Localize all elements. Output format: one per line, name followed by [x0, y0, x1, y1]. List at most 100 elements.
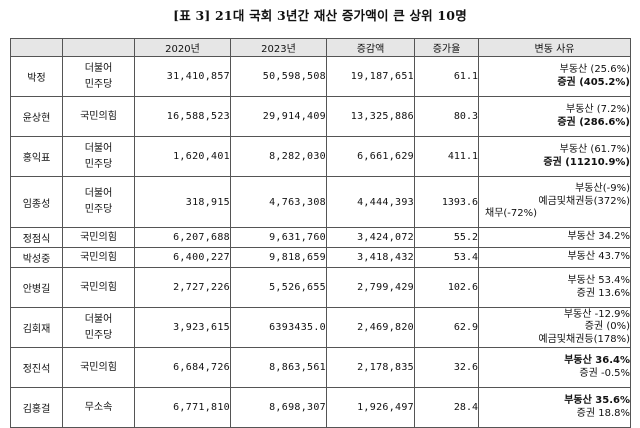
header-cell-name [10, 38, 63, 57]
member-name: 김홍걸 [10, 387, 63, 428]
party-line: 더불어 [84, 62, 113, 74]
assets-2023: 29,914,409 [230, 96, 327, 137]
reason-line: 부동산(-9%) [575, 183, 630, 195]
assets-2023: 8,698,307 [230, 387, 327, 428]
change-reason: 부동산 36.4% 증권 -0.5% [478, 347, 631, 388]
increase-rate: 102.6 [414, 267, 479, 308]
change-reason: 부동산 (25.6%) 증권 (405.2%) [478, 56, 631, 97]
member-name: 김회재 [10, 307, 63, 348]
table-row: 정점식 국민의힘 6,207,688 9,631,760 3,424,072 5… [10, 227, 631, 248]
reason-line: 부동산 (25.6%) [559, 64, 630, 75]
assets-2023: 5,526,655 [230, 267, 327, 308]
table-row: 윤상현 국민의힘 16,588,523 29,914,409 13,325,88… [10, 96, 631, 137]
assets-change: 2,799,429 [326, 267, 415, 308]
reason-line: 부동산 -12.9% [563, 308, 630, 320]
assets-2023: 9,631,760 [230, 227, 327, 248]
member-name: 정진석 [10, 347, 63, 388]
assets-change: 6,661,629 [326, 136, 415, 177]
member-name: 임종성 [10, 176, 63, 228]
party-line: 민주당 [84, 78, 113, 90]
assets-2020: 3,923,615 [134, 307, 231, 348]
party-cell: 더불어 민주당 [62, 307, 135, 348]
assets-2020: 6,400,227 [134, 247, 231, 268]
party-cell: 국민의힘 [62, 96, 135, 137]
header-cell-2020: 2020년 [134, 38, 231, 57]
party-cell: 더불어 민주당 [62, 136, 135, 177]
change-reason: 부동산(-9%) 예금및채권등(372%) 채무(-72%) [478, 176, 631, 228]
change-reason: 부동산 -12.9% 증권 (0%) 예금및채권등(178%) [478, 307, 631, 348]
party-cell: 국민의힘 [62, 247, 135, 268]
increase-rate: 80.3 [414, 96, 479, 137]
assets-2020: 1,620,401 [134, 136, 231, 177]
party-cell: 더불어 민주당 [62, 56, 135, 97]
assets-change: 3,424,072 [326, 227, 415, 248]
assets-change: 13,325,886 [326, 96, 415, 137]
table-row: 박성중 국민의힘 6,400,227 9,818,659 3,418,432 5… [10, 247, 631, 268]
party-line: 민주당 [84, 204, 113, 215]
header-cell-rate: 증가율 [414, 38, 479, 57]
assets-2020: 318,915 [134, 176, 231, 228]
party-line: 민주당 [84, 329, 113, 341]
assets-change: 2,178,835 [326, 347, 415, 388]
increase-rate: 1393.6 [414, 176, 479, 228]
change-reason: 부동산 43.7% [478, 247, 631, 268]
assets-2023: 9,818,659 [230, 247, 327, 268]
table-row: 안병길 국민의힘 2,727,226 5,526,655 2,799,429 1… [10, 267, 631, 308]
header-cell-2023: 2023년 [230, 38, 327, 57]
table-row: 정진석 국민의힘 6,684,726 8,863,561 2,178,835 3… [10, 347, 631, 388]
reason-line: 증권 (0%) [584, 321, 630, 333]
assets-change: 19,187,651 [326, 56, 415, 97]
increase-rate: 28.4 [414, 387, 479, 428]
assets-2020: 6,771,810 [134, 387, 231, 428]
reason-line: 증권 18.8% [576, 407, 630, 419]
increase-rate: 32.6 [414, 347, 479, 388]
party-line: 더불어 [84, 188, 113, 199]
party-cell: 무소속 [62, 387, 135, 428]
member-name: 박성중 [10, 247, 63, 268]
reason-line: 예금및채권등(178%) [538, 333, 630, 345]
party-cell: 국민의힘 [62, 267, 135, 308]
assets-table: 2020년 2023년 증감액 증가율 변동 사유 박정 더불어 민주당 31,… [10, 38, 631, 428]
member-name: 박정 [10, 56, 63, 97]
change-reason: 부동산 (61.7%) 증권 (11210.9%) [478, 136, 631, 177]
assets-2020: 6,207,688 [134, 227, 231, 248]
party-line: 더불어 [84, 142, 113, 154]
assets-2023: 50,598,508 [230, 56, 327, 97]
assets-change: 3,418,432 [326, 247, 415, 268]
member-name: 정점식 [10, 227, 63, 248]
increase-rate: 62.9 [414, 307, 479, 348]
assets-2023: 4,763,308 [230, 176, 327, 228]
party-line: 국민의힘 [80, 110, 117, 122]
assets-2023: 6393435.0 [230, 307, 327, 348]
table-row: 박정 더불어 민주당 31,410,857 50,598,508 19,187,… [10, 56, 631, 97]
assets-2020: 31,410,857 [134, 56, 231, 97]
reason-line: 부동산 53.4% [567, 275, 630, 286]
reason-line: 증권 (286.6%) [557, 116, 630, 128]
reason-line: 부동산 (7.2%) [566, 104, 630, 115]
header-cell-party [62, 38, 135, 57]
member-name: 안병길 [10, 267, 63, 308]
reason-line: 증권 (405.2%) [557, 76, 630, 88]
change-reason: 부동산 (7.2%) 증권 (286.6%) [478, 96, 631, 137]
assets-change: 1,926,497 [326, 387, 415, 428]
party-line: 민주당 [84, 158, 113, 170]
party-line: 더불어 [84, 313, 113, 325]
reason-line: 증권 (11210.9%) [543, 156, 630, 168]
party-cell: 국민의힘 [62, 227, 135, 248]
header-row: 2020년 2023년 증감액 증가율 변동 사유 [10, 38, 631, 57]
assets-2023: 8,282,030 [230, 136, 327, 177]
reason-line: 부동산 (61.7%) [559, 144, 630, 155]
increase-rate: 55.2 [414, 227, 479, 248]
header-cell-reason: 변동 사유 [478, 38, 631, 57]
party-cell: 국민의힘 [62, 347, 135, 388]
assets-2020: 2,727,226 [134, 267, 231, 308]
table-row: 홍익표 더불어 민주당 1,620,401 8,282,030 6,661,62… [10, 136, 631, 177]
change-reason: 부동산 34.2% [478, 227, 631, 248]
assets-change: 4,444,393 [326, 176, 415, 228]
reason-line: 채무(-72%) [485, 208, 538, 220]
reason-line: 예금및채권등(372%) [538, 195, 630, 207]
member-name: 윤상현 [10, 96, 63, 137]
change-reason: 부동산 53.4% 증권 13.6% [478, 267, 631, 308]
increase-rate: 411.1 [414, 136, 479, 177]
